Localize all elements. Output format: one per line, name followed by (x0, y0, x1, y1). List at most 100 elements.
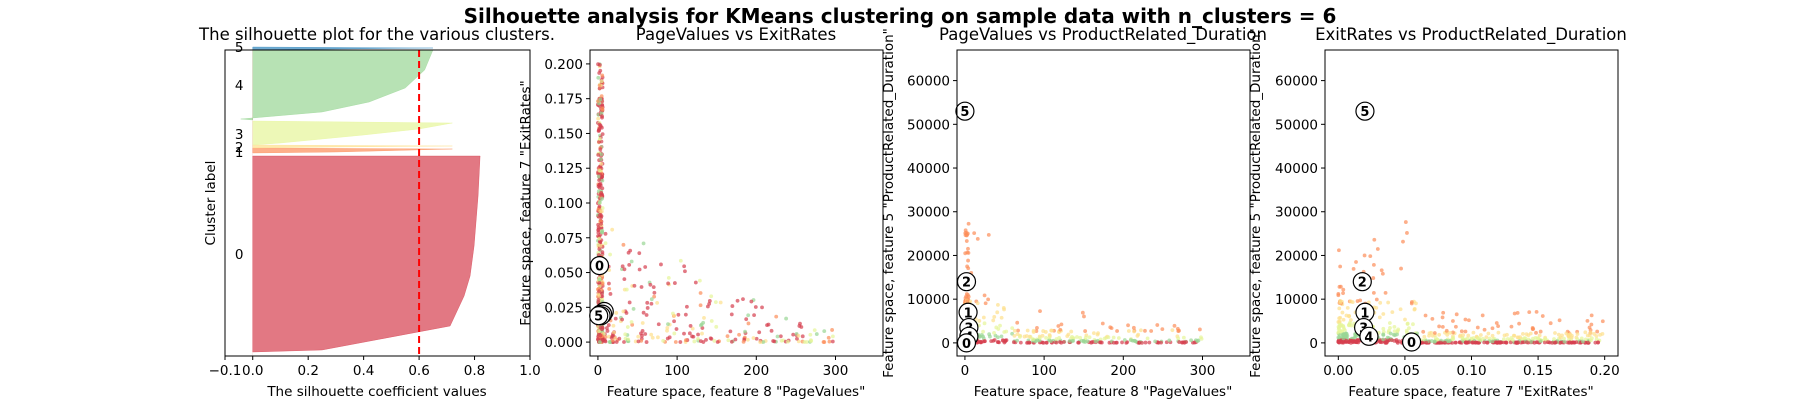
y-tick-label: 0.125 (544, 161, 583, 177)
scatter-point (627, 300, 632, 305)
scatter-point (1056, 324, 1061, 328)
silhouette-cluster-label: 5 (235, 40, 244, 56)
scatter-point (981, 315, 986, 320)
scatter-point (1444, 328, 1449, 333)
scatter-point (1043, 330, 1048, 334)
scatter-point (685, 304, 689, 309)
cluster-center-label: 5 (1360, 105, 1369, 120)
scatter-point (1087, 335, 1092, 340)
scatter-point (596, 300, 601, 305)
scatter-point (1461, 333, 1466, 337)
scatter-point (1337, 338, 1341, 343)
cluster-center-marker (589, 255, 610, 276)
scatter-point (1437, 332, 1442, 337)
scatter-point (800, 334, 805, 339)
scatter-point (730, 304, 735, 308)
scatter-point (975, 236, 980, 241)
scatter-point (1095, 332, 1100, 337)
scatter2-axes-frame (956, 49, 1251, 357)
scatter-point (666, 322, 670, 327)
scatter-point (1012, 333, 1017, 338)
scatter-point (1526, 337, 1531, 342)
scatter-point (1432, 339, 1437, 344)
scatter-point (1140, 340, 1144, 345)
scatter-point (1463, 317, 1468, 322)
scatter-point (1001, 305, 1006, 310)
cluster-center-label: 0 (1407, 336, 1416, 351)
scatter-point (725, 334, 730, 339)
scatter-point (1035, 338, 1040, 343)
silhouette-ylabel: Cluster label (203, 161, 219, 246)
y-tick-label: 50000 (907, 117, 950, 133)
silhouette-axes-frame (224, 49, 531, 357)
y-tick-label: 0.100 (544, 196, 583, 212)
cluster-center-marker (955, 101, 975, 121)
scatter-point (1508, 340, 1513, 345)
scatter-point (666, 275, 671, 280)
scatter-point (649, 297, 654, 302)
x-tick-label: 0.05 (1390, 363, 1420, 379)
scatter-point (1509, 324, 1514, 329)
scatter-point (778, 334, 783, 339)
scatter-point (598, 325, 603, 330)
scatter-point (656, 335, 660, 340)
scatter-point (1409, 300, 1414, 304)
scatter-point (1016, 328, 1020, 333)
scatter-point (1340, 340, 1345, 345)
silhouette-cluster-label: 2 (235, 140, 244, 156)
scatter-point (598, 333, 603, 338)
scatter-point (1351, 266, 1356, 271)
scatter-point (1083, 329, 1088, 333)
scatter-point (1381, 312, 1386, 316)
scatter-point (1514, 340, 1518, 345)
scatter-point (596, 230, 601, 235)
scatter-point (1368, 254, 1373, 259)
scatter-point (1337, 319, 1342, 324)
scatter-point (1453, 324, 1458, 329)
scatter-point (1588, 330, 1593, 335)
scatter-point (1126, 329, 1131, 333)
scatter-point (713, 300, 718, 305)
scatter-point (625, 325, 630, 329)
scatter-point (1486, 331, 1491, 336)
scatter-point (614, 340, 619, 344)
scatter-point (822, 329, 827, 334)
scatter-point (1354, 260, 1358, 264)
scatter-point (666, 281, 671, 286)
cluster-center-label: 5 (594, 310, 603, 325)
scatter-point (1585, 333, 1590, 338)
scatter-point (992, 330, 996, 335)
scatter-point (1172, 323, 1177, 328)
scatter-point (1192, 340, 1197, 345)
scatter-point (672, 331, 677, 336)
scatter-point (1111, 335, 1116, 340)
scatter-point (683, 312, 688, 317)
x-tick-label: 0.2 (297, 363, 318, 379)
scatter-point (735, 298, 740, 303)
scatter3-xlabel: Feature space, feature 7 "ExitRates" (1348, 384, 1593, 400)
scatter-point (1381, 326, 1386, 331)
scatter-point (1112, 340, 1116, 345)
scatter-point (614, 311, 619, 315)
scatter-point (701, 320, 706, 325)
y-tick-label: 0.025 (544, 300, 583, 316)
scatter-point (644, 340, 649, 344)
scatter-point (1031, 337, 1036, 342)
scatter-point (622, 267, 627, 272)
scatter-point (1447, 339, 1452, 343)
x-tick-label: 200 (1110, 363, 1136, 379)
scatter-point (597, 200, 602, 205)
scatter-point (1467, 318, 1471, 323)
scatter-point (1552, 337, 1556, 341)
scatter-point (1422, 334, 1427, 339)
scatter-point (1512, 311, 1517, 316)
scatter-point (965, 232, 969, 237)
scatter-point (698, 303, 703, 308)
scatter-point (1012, 328, 1017, 333)
scatter-point (1453, 340, 1458, 345)
scatter-point (596, 62, 600, 67)
scatter-point (729, 339, 734, 344)
scatter-point (1429, 339, 1434, 343)
scatter-point (1057, 340, 1062, 344)
